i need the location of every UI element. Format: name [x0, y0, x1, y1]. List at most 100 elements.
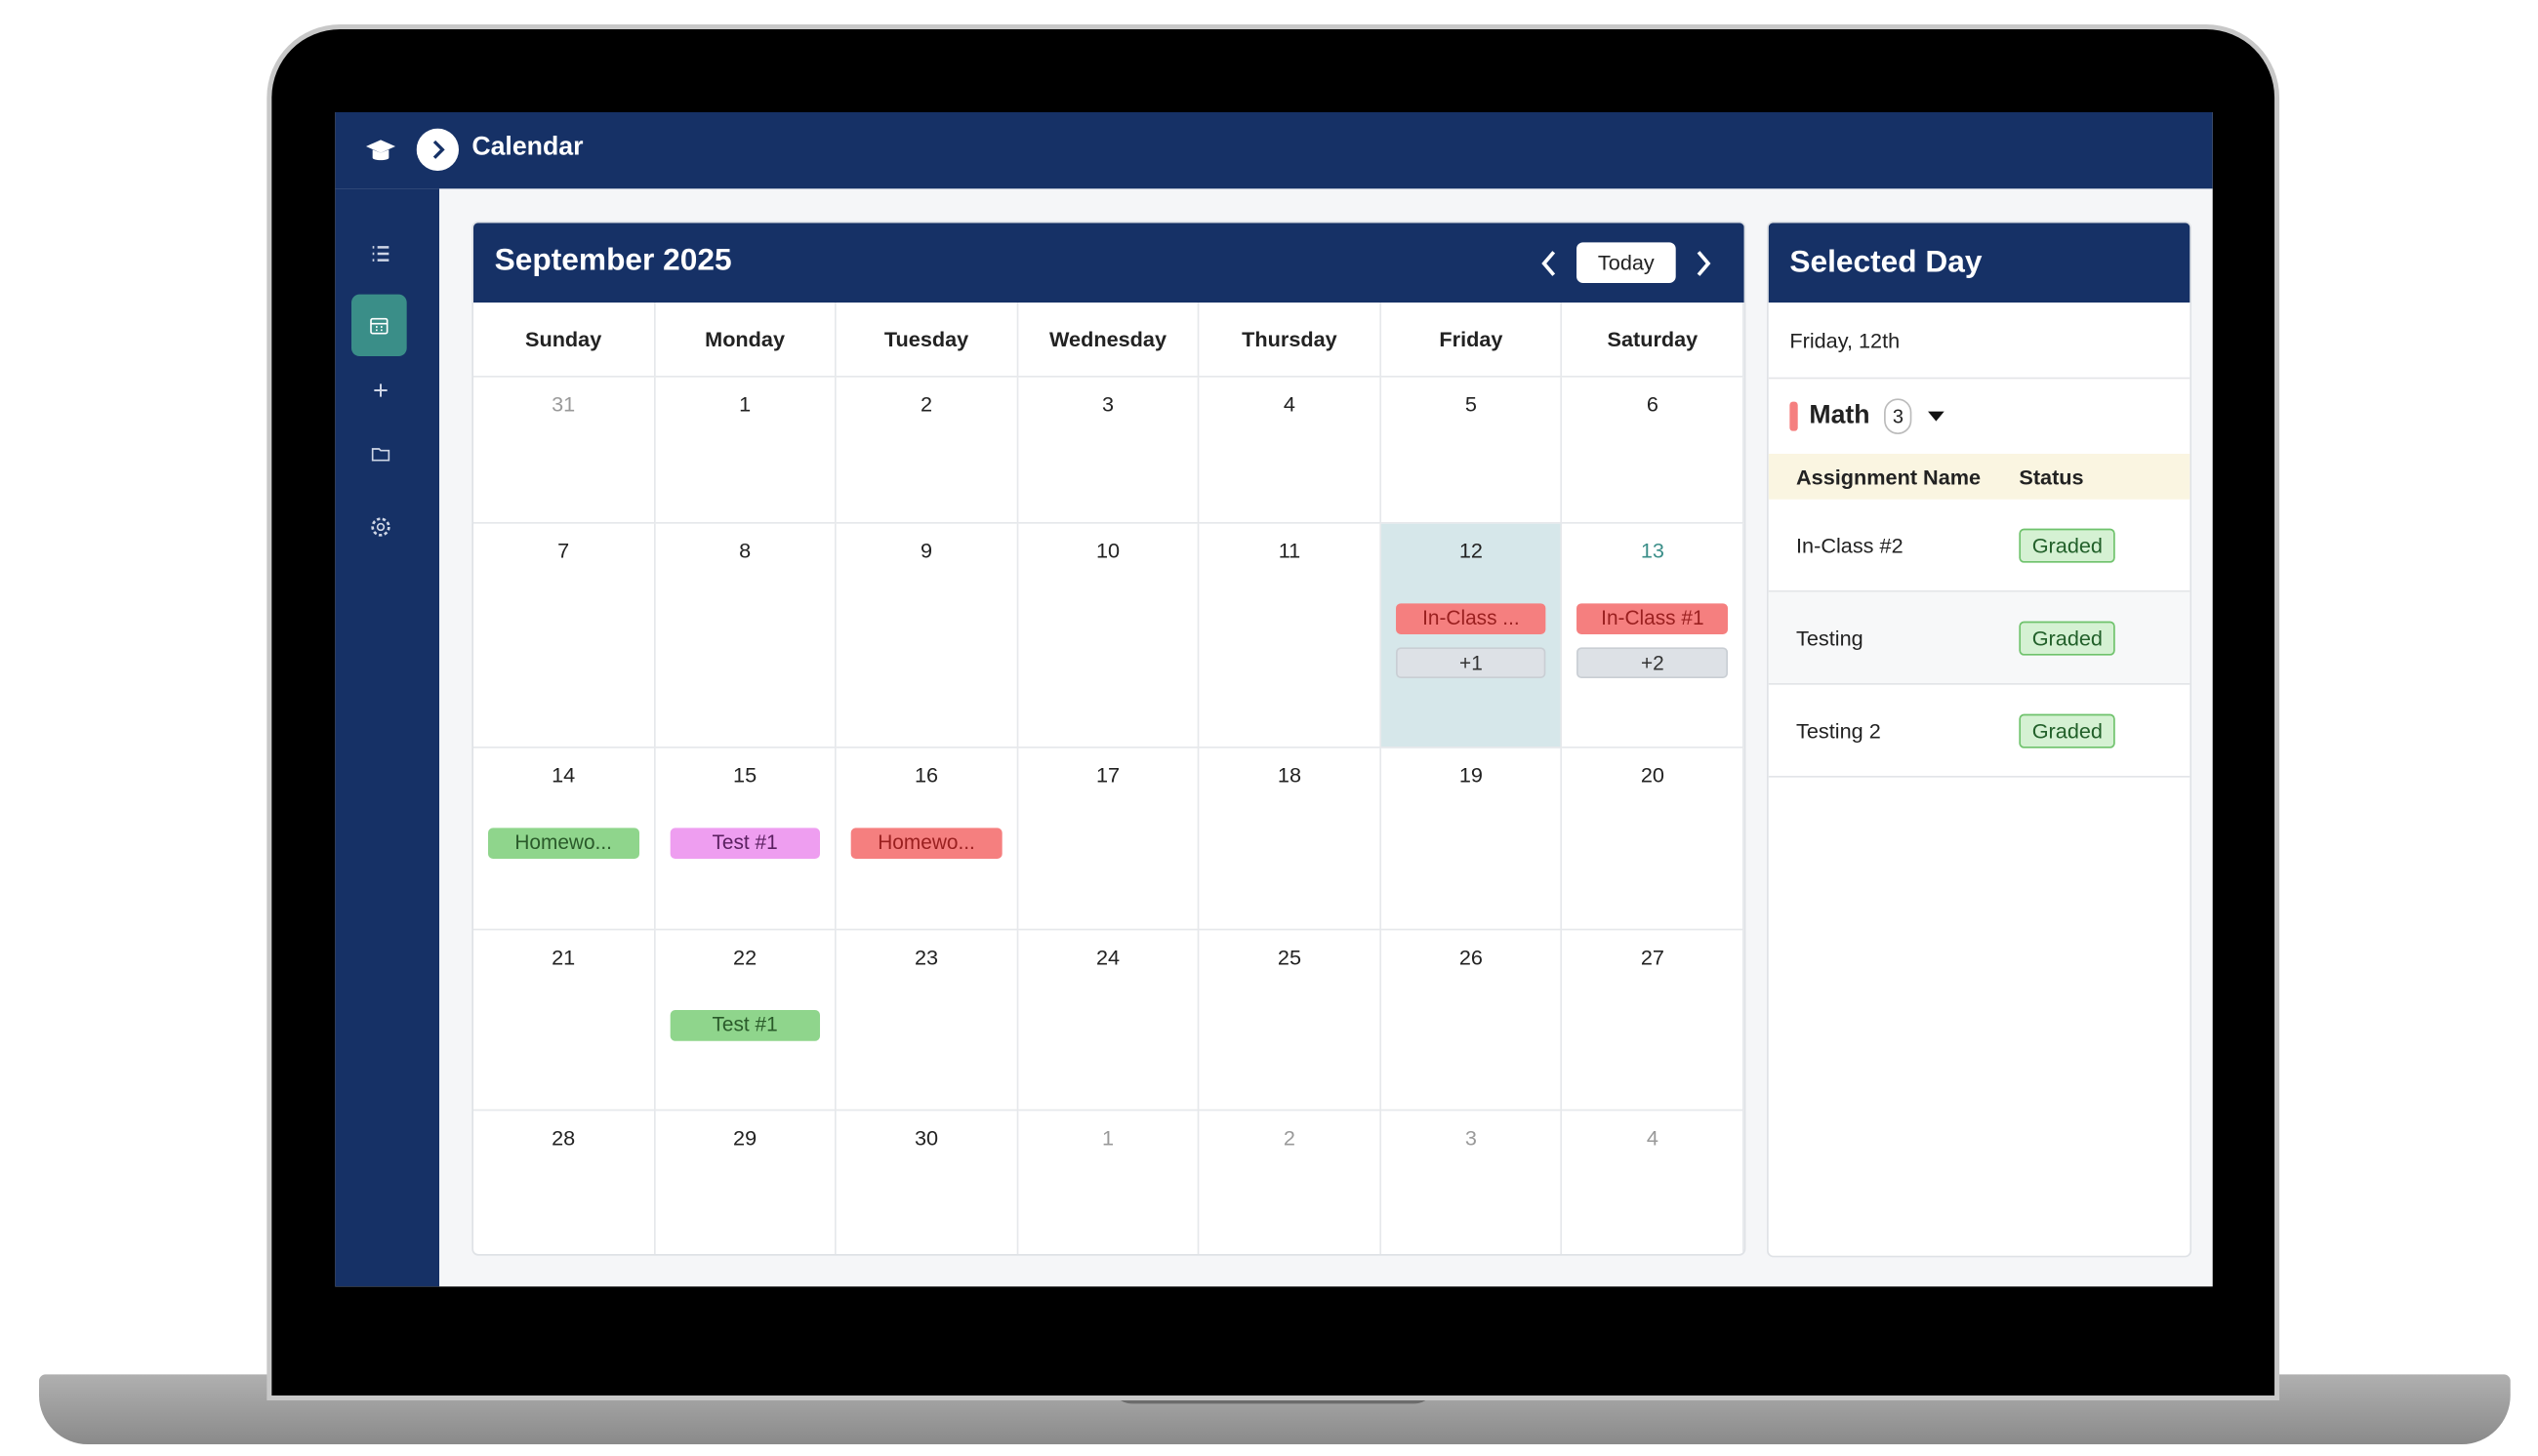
day-number: 19	[1458, 762, 1483, 788]
prev-month-button[interactable]	[1537, 247, 1560, 279]
day-cell[interactable]: 8	[654, 523, 837, 748]
day-cell[interactable]: 21	[473, 930, 655, 1112]
day-cell[interactable]: 17	[1017, 748, 1200, 931]
status-badge: Graded	[2019, 620, 2116, 655]
day-cell[interactable]: 10	[1017, 523, 1200, 748]
table-body: In-Class #2 Graded Testing Graded Testing 2 G…	[1768, 500, 2190, 778]
assignment-row[interactable]: Testing 2 Graded	[1768, 685, 2190, 778]
event-chip[interactable]: In-Class ...	[1395, 603, 1547, 635]
calendar-panel: September 2025 Today Sunday Monday Tuesday…	[471, 221, 1746, 1256]
add-icon[interactable]	[371, 381, 390, 400]
subject-color	[1789, 401, 1798, 431]
day-cell[interactable]: 4	[1563, 1111, 1744, 1255]
status-cell: Graded	[2019, 527, 2116, 562]
day-cell[interactable]: 5	[1380, 377, 1563, 524]
day-cell[interactable]: 23	[836, 930, 1018, 1112]
calendar-icon	[370, 317, 389, 335]
day-cell[interactable]: 2	[836, 377, 1018, 524]
menu-list-icon[interactable]	[371, 244, 390, 263]
subject-count: 3	[1884, 398, 1912, 435]
day-cell[interactable]: 27	[1562, 930, 1744, 1112]
day-number: 8	[739, 538, 752, 563]
day-cell[interactable]: 4	[1199, 377, 1381, 524]
day-number: 1	[1101, 1125, 1115, 1151]
day-number: 11	[1278, 538, 1301, 563]
day-cell[interactable]: 7	[473, 523, 655, 748]
event-chip[interactable]: In-Class #1	[1576, 603, 1729, 635]
day-cell[interactable]: 3	[1381, 1111, 1563, 1255]
day-cell[interactable]: 31	[473, 377, 655, 524]
status-badge: Graded	[2019, 712, 2116, 748]
settings-icon[interactable]	[369, 515, 391, 538]
day-number: 6	[1646, 391, 1658, 417]
day-number: 2	[921, 391, 933, 417]
day-number: 31	[552, 391, 576, 417]
day-cell[interactable]: 28	[473, 1111, 655, 1255]
day-number: 10	[1095, 538, 1121, 563]
weekday-header: Saturday	[1562, 303, 1744, 378]
day-number: 20	[1640, 762, 1664, 788]
day-number: 13	[1640, 538, 1664, 563]
day-cell[interactable]: 19	[1380, 748, 1563, 931]
calendar-nav-active[interactable]	[351, 294, 407, 357]
assignment-row[interactable]: In-Class #2 Graded	[1768, 500, 2190, 592]
day-number: 21	[552, 945, 576, 970]
selected-day-header: Selected Day	[1768, 222, 2190, 303]
subject-row[interactable]: Math 3	[1769, 379, 2190, 454]
event-chip[interactable]: Homewo...	[850, 828, 1003, 860]
expand-caret[interactable]	[1926, 410, 1945, 423]
event-chip[interactable]: Test #1	[669, 1010, 821, 1041]
screen: Calendar September 2025 Today Sunday Mond…	[335, 112, 2213, 1287]
day-cell[interactable]: 11	[1199, 523, 1381, 748]
assignment-name: In-Class #2	[1796, 532, 1904, 557]
day-number: 14	[552, 762, 576, 788]
more-events[interactable]: +2	[1576, 647, 1729, 679]
day-cell[interactable]: 1	[1018, 1111, 1200, 1255]
weekday-header: Wednesday	[1017, 303, 1200, 378]
assignment-row[interactable]: Testing Graded	[1768, 591, 2190, 685]
table-header: Assignment Name Status	[1768, 454, 2190, 500]
day-cell[interactable]: 30	[837, 1111, 1018, 1255]
day-cell[interactable]: 2	[1200, 1111, 1381, 1255]
day-cell[interactable]: 20	[1562, 748, 1744, 931]
top-bar: Calendar	[335, 112, 2213, 189]
folder-icon[interactable]	[371, 444, 390, 464]
day-number: 28	[552, 1125, 576, 1151]
day-cell[interactable]: 26	[1380, 930, 1563, 1112]
day-cell[interactable]: 15 Test #1	[654, 748, 837, 931]
weekday-header: Monday	[654, 303, 837, 378]
day-number: 27	[1640, 945, 1664, 970]
status-cell: Graded	[2019, 620, 2116, 655]
selected-day-title: Selected Day	[1789, 245, 1983, 280]
day-number: 7	[557, 538, 570, 563]
day-number: 5	[1464, 391, 1477, 417]
event-chip[interactable]: Test #1	[669, 828, 821, 860]
day-cell[interactable]: 16 Homewo...	[836, 748, 1018, 931]
day-cell[interactable]: 12 In-Class ... +1	[1380, 523, 1563, 748]
day-cell[interactable]: 24	[1017, 930, 1200, 1112]
selected-date: Friday, 12th	[1789, 327, 1901, 352]
day-number: 26	[1458, 945, 1483, 970]
event-chip[interactable]: Homewo...	[488, 828, 639, 860]
month-grid: Sunday Monday Tuesday Wednesday Thursday Frid…	[473, 303, 1744, 1255]
day-cell[interactable]: 6	[1562, 377, 1744, 524]
day-cell[interactable]: 9	[836, 523, 1018, 748]
day-number: 15	[733, 762, 757, 788]
day-cell[interactable]: 29	[655, 1111, 837, 1255]
day-cell[interactable]: 14 Homewo...	[473, 748, 655, 931]
expand-button[interactable]	[416, 128, 460, 172]
day-number: 30	[914, 1125, 939, 1151]
day-cell[interactable]: 22 Test #1	[654, 930, 837, 1112]
day-cell[interactable]: 3	[1017, 377, 1200, 524]
next-month-button[interactable]	[1692, 247, 1714, 279]
today-button[interactable]: Today	[1576, 242, 1676, 284]
more-events[interactable]: +1	[1395, 647, 1547, 679]
page-title: Calendar	[471, 133, 584, 162]
day-cell[interactable]: 13 In-Class #1 +2	[1562, 523, 1744, 748]
assignment-name: Testing	[1796, 625, 1863, 650]
month-title: September 2025	[494, 244, 732, 279]
day-cell[interactable]: 18	[1199, 748, 1381, 931]
day-cell[interactable]: 1	[654, 377, 837, 524]
day-cell[interactable]: 25	[1199, 930, 1381, 1112]
calendar-header: September 2025 Today	[473, 222, 1744, 303]
